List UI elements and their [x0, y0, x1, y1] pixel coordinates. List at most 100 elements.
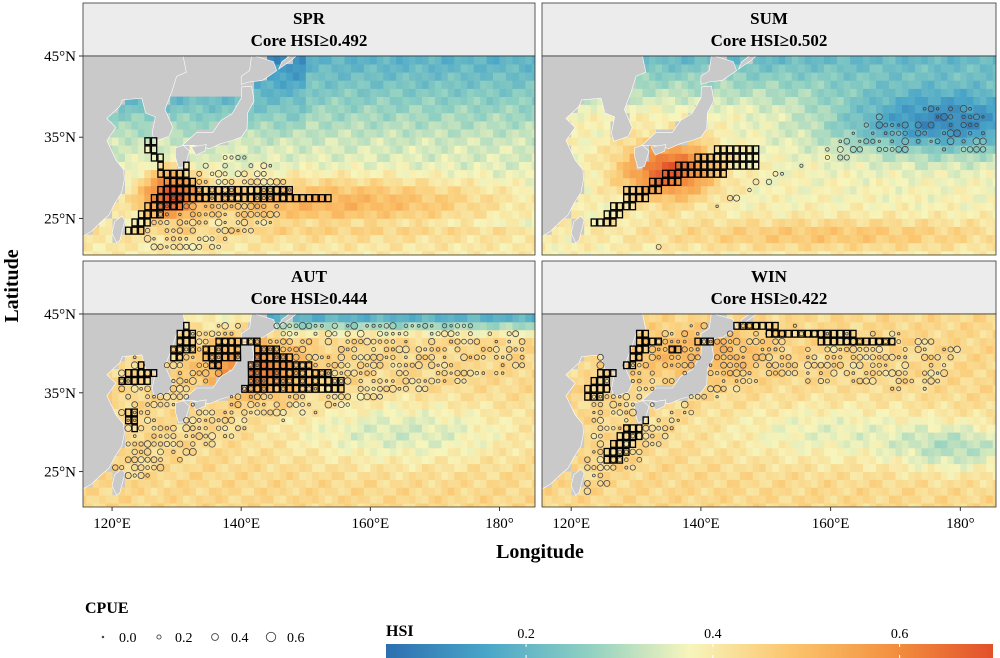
cpue-circle: [454, 377, 461, 385]
cpue-circle: [152, 394, 156, 399]
cpue-circle: [150, 400, 158, 409]
cpue-circle: [202, 162, 209, 169]
cpue-circle: [287, 188, 292, 192]
cpue-circle: [137, 471, 145, 479]
cpue-circle: [656, 418, 661, 423]
cpue-circle: [909, 378, 914, 384]
core-cell: [830, 337, 838, 346]
cpue-circle: [668, 417, 675, 424]
cpue-circle: [222, 171, 228, 177]
landmass: [542, 314, 647, 490]
core-cell: [811, 329, 818, 338]
cpue-circle: [357, 354, 364, 361]
core-cell: [642, 185, 650, 195]
cpue-circle: [824, 154, 830, 160]
core-cell: [597, 369, 604, 378]
cpue-circle: [157, 243, 164, 250]
cpue-circle: [649, 378, 656, 384]
cpue-circle: [604, 464, 610, 471]
cpue-circle: [487, 331, 492, 336]
cpue-circle: [518, 338, 526, 345]
map-frame: [541, 313, 997, 508]
core-cell: [208, 353, 216, 362]
core-cell: [260, 384, 268, 393]
cpue-circle: [435, 331, 441, 337]
cpue-circle: [583, 487, 592, 495]
cpue-circle: [170, 441, 177, 447]
cpue-circle: [681, 346, 688, 353]
cpue-circle: [875, 345, 883, 353]
core-cell: [228, 337, 235, 346]
core-cell: [325, 369, 332, 378]
cpue-circle: [294, 331, 299, 336]
cpue-circle: [298, 345, 307, 354]
core-cell: [772, 321, 779, 330]
cpue-circle: [132, 441, 138, 447]
cpue-circle: [404, 339, 408, 344]
cpue-circle: [144, 456, 151, 463]
cpue-circle: [688, 409, 694, 416]
core-cell: [655, 337, 663, 346]
cpue-circle: [422, 322, 429, 329]
cpue-legend-label: 0.4: [231, 631, 249, 646]
cpue-circle: [371, 346, 377, 352]
cpue-circle: [150, 456, 158, 464]
cpue-circle: [371, 378, 376, 383]
cpue-circle: [158, 434, 163, 439]
cpue-circle: [279, 322, 287, 330]
cpue-circle: [260, 162, 268, 170]
core-cell: [305, 369, 313, 378]
cpue-circle: [356, 329, 365, 338]
cpue-circle: [384, 355, 389, 360]
cpue-circle: [280, 338, 287, 345]
cpue-circle: [960, 146, 967, 153]
cpue-circle: [319, 355, 324, 360]
cpue-circle: [617, 449, 622, 455]
cpue-circle: [333, 402, 337, 407]
core-cell: [273, 353, 281, 362]
cpue-circle: [753, 362, 760, 369]
y-tick-label: 35°N: [44, 386, 76, 402]
core-cell: [254, 384, 261, 393]
core-cell: [131, 226, 138, 235]
map-frame: [82, 313, 536, 508]
cpue-circle: [851, 379, 856, 383]
cpue-circle: [287, 323, 292, 329]
cpue-circle: [871, 131, 875, 135]
cpue-circle: [442, 347, 447, 352]
cpue-circle: [500, 363, 505, 368]
cpue-circle: [235, 425, 241, 432]
cpue-circle: [442, 323, 448, 329]
cpue-circle: [222, 155, 228, 160]
cpue-legend-symbol: [265, 631, 277, 643]
core-cell: [843, 329, 851, 338]
landmass: [650, 399, 667, 411]
cpue-circle: [254, 203, 261, 210]
cpue-circle: [669, 331, 674, 336]
core-cell: [817, 329, 825, 338]
cpue-circle: [689, 324, 693, 328]
cpue-circle: [189, 369, 196, 377]
panel-season-title: AUT: [291, 267, 328, 286]
cpue-circle: [778, 369, 786, 377]
core-cell: [215, 185, 222, 195]
cpue-circle: [260, 170, 267, 177]
core-cell: [700, 161, 708, 170]
core-cell: [623, 424, 630, 433]
core-cell: [286, 384, 293, 393]
cpue-circle: [741, 355, 745, 359]
cpue-circle: [676, 339, 681, 344]
cpue-circle: [262, 379, 266, 383]
cpue-circle: [235, 355, 240, 360]
core-cell: [610, 210, 617, 219]
cpue-circle: [435, 370, 441, 376]
cpue-circle: [171, 402, 176, 407]
cpue-circle: [139, 410, 144, 415]
cpue-circle: [223, 220, 227, 225]
x-tick-label: 180°: [485, 516, 514, 532]
cpue-circle: [397, 332, 402, 336]
cpue-circle: [402, 345, 410, 354]
core-cell: [681, 161, 688, 170]
core-cell: [286, 185, 293, 195]
cpue-circle: [203, 212, 208, 217]
